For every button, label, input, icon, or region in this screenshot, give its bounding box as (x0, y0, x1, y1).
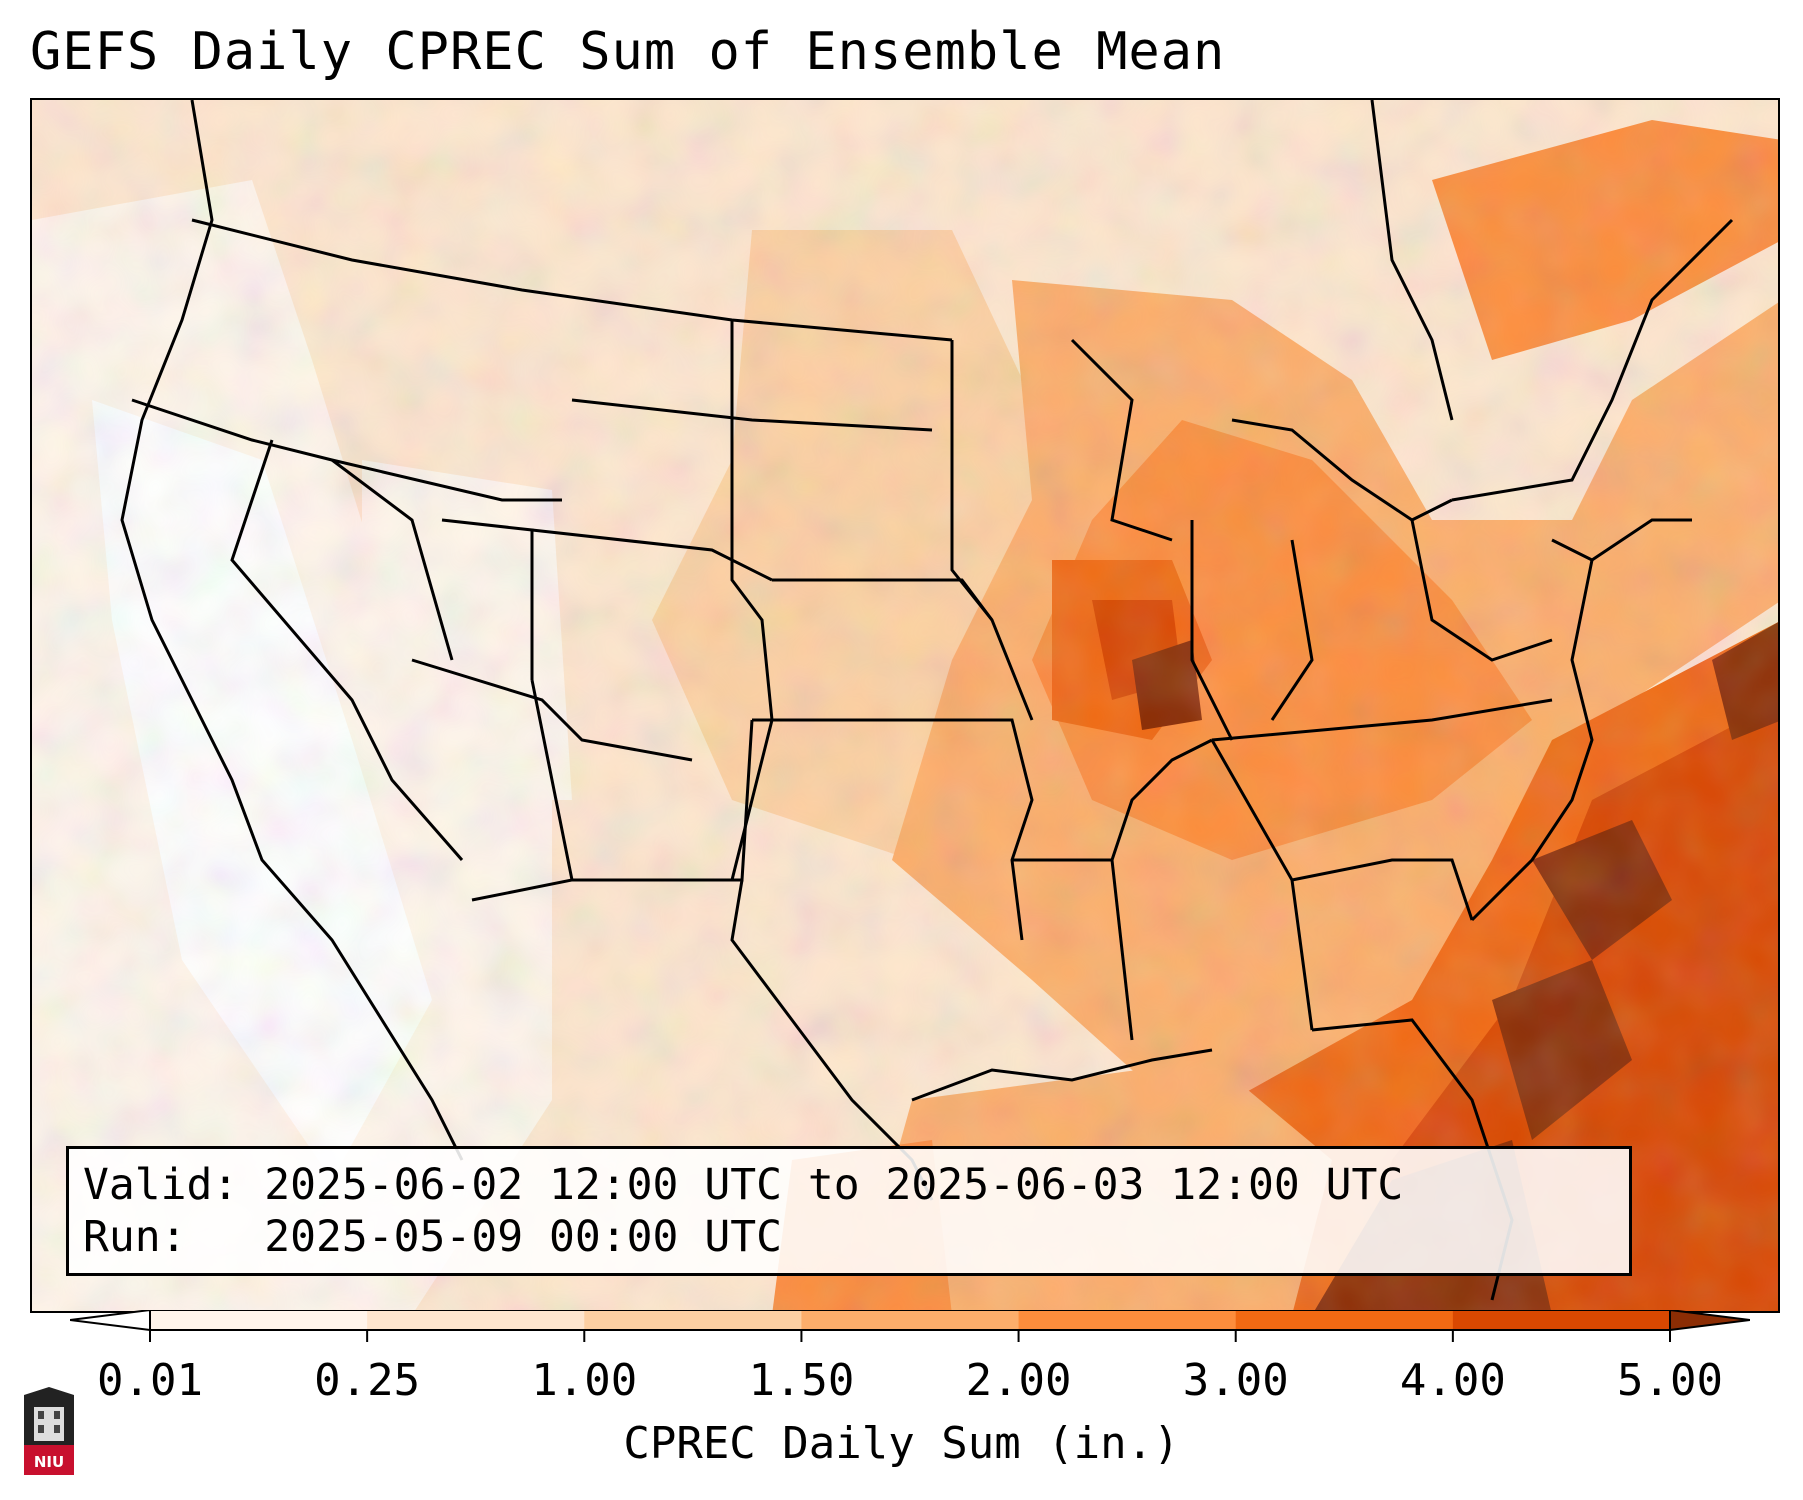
map-panel (30, 98, 1780, 1313)
colorbar-tick-label: 0.25 (314, 1355, 421, 1406)
colorbar-tick-label: 5.00 (1617, 1355, 1723, 1406)
pacific-coastline (120, 100, 464, 1161)
colorbar-tick-label: 1.00 (531, 1355, 638, 1406)
precip-field (32, 100, 1778, 1311)
colorbar-segment (1452, 1310, 1671, 1330)
colorbar-segment (1018, 1310, 1237, 1330)
map-title: GEFS Daily CPREC Sum of Ensemble Mean (30, 22, 1226, 82)
valid-time-text: Valid: 2025-06-02 12:00 UTC to 2025-06-0… (83, 1160, 1404, 1210)
niu-logo-icon: NIU (24, 1387, 74, 1475)
colorbar-segment (584, 1310, 802, 1330)
precip-map (32, 100, 1778, 1311)
colorbar-segment (150, 1310, 368, 1330)
canada-us-border (191, 218, 953, 342)
run-time-text: Run: 2025-05-09 00:00 UTC (83, 1212, 782, 1262)
colorbar-axis-label: CPREC Daily Sum (in.) (623, 1418, 1180, 1469)
colorbar-tick-label: 2.00 (965, 1355, 1072, 1406)
colorbar-segment (1235, 1310, 1454, 1330)
valid-run-info-box: Valid: 2025-06-02 12:00 UTC to 2025-06-0… (66, 1146, 1632, 1276)
lake-michigan-shore (1070, 338, 1173, 542)
colorbar-over-triangle (1669, 1310, 1750, 1332)
svg-text:NIU: NIU (34, 1453, 64, 1471)
colorbar-tick-label: 3.00 (1182, 1355, 1289, 1406)
atlantic-coastline (1470, 559, 1594, 922)
colorbar-segment (367, 1310, 585, 1330)
colorbar-tick-label: 1.50 (748, 1355, 855, 1406)
colorbar-under-triangle (70, 1310, 151, 1332)
colorbar-tick-label: 4.00 (1399, 1355, 1506, 1406)
colorbar (70, 1310, 1750, 1342)
gulf-coastline (911, 1048, 1213, 1102)
colorbar-tick-label: 0.01 (97, 1355, 203, 1406)
colorbar-segment (801, 1310, 1020, 1330)
